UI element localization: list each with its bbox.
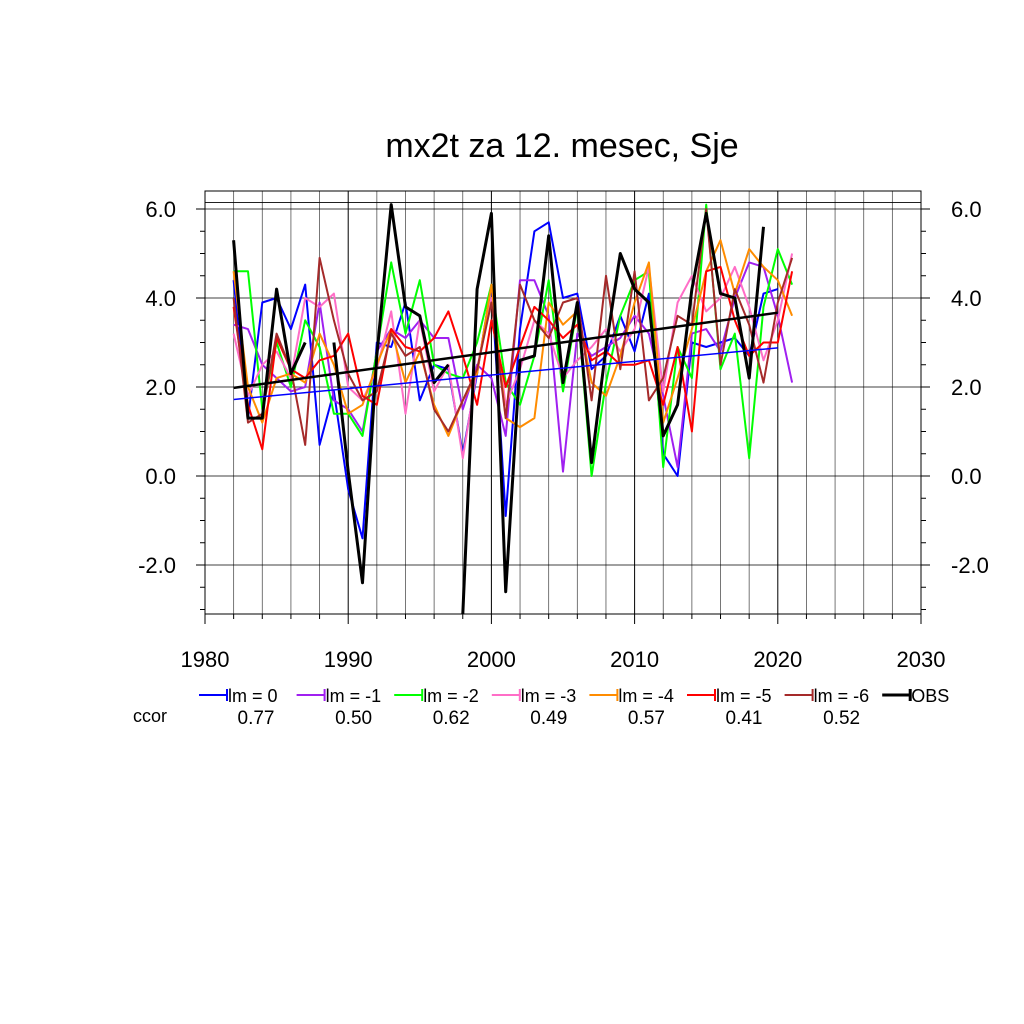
y-tick-label-left: -2.0 — [138, 553, 176, 578]
x-tick-label: 1990 — [324, 647, 373, 672]
legend-ccor-value: 0.49 — [530, 708, 567, 729]
x-tick-label: 2030 — [897, 647, 946, 672]
chart-title: mx2t za 12. mesec, Sje — [385, 127, 738, 165]
y-tick-label-right: 6.0 — [951, 197, 982, 222]
series-line-7 — [461, 211, 765, 615]
legend-label: lm = -3 — [521, 686, 577, 706]
series-line-4 — [232, 239, 794, 437]
series-line-5 — [232, 265, 794, 451]
ticks-layer — [196, 208, 930, 624]
trend-line — [233, 347, 778, 401]
x-tick-label: 1980 — [181, 647, 230, 672]
trend-layer — [233, 311, 778, 401]
plot-frame — [204, 190, 922, 615]
labels-layer: 1980 1990 2000 2010 2020 2030 -2.0 -2.0 0.0 0.0 2.… — [138, 197, 989, 672]
x-tick-label: 2010 — [610, 647, 659, 672]
trend-line — [233, 311, 778, 390]
y-tick-label-left: 6.0 — [145, 197, 176, 222]
legend-label: lm = -4 — [618, 686, 674, 706]
y-tick-label-right: 4.0 — [951, 286, 982, 311]
legend-ccor-value: 0.41 — [726, 708, 763, 729]
series-layer — [232, 203, 794, 615]
ccor-label: ccor — [133, 706, 167, 726]
legend-label: lm = 0 — [228, 686, 278, 706]
series-line-3 — [232, 253, 794, 460]
y-tick-label-right: -2.0 — [951, 553, 989, 578]
x-tick-label: 2000 — [467, 647, 516, 672]
legend-label: lm = -5 — [716, 686, 772, 706]
legend-ccor-value: 0.57 — [628, 708, 665, 729]
x-tick-label: 2020 — [753, 647, 802, 672]
legend-label: lm = -6 — [814, 686, 870, 706]
series-line-7 — [232, 240, 307, 420]
series-line-6 — [232, 208, 794, 446]
legend-label: OBS — [911, 686, 949, 706]
y-tick-label-left: 0.0 — [145, 464, 176, 489]
y-tick-label-left: 4.0 — [145, 286, 176, 311]
legend-ccor-value: 0.50 — [335, 708, 372, 729]
y-tick-label-right: 0.0 — [951, 464, 982, 489]
legend-label: lm = -2 — [423, 686, 479, 706]
legend-ccor-value: 0.52 — [823, 708, 860, 729]
legend-label: lm = -1 — [326, 686, 382, 706]
y-tick-label-right: 2.0 — [951, 375, 982, 400]
legend-ccor-value: 0.77 — [238, 708, 275, 729]
legend-ccor-value: 0.62 — [433, 708, 470, 729]
y-tick-label-left: 2.0 — [145, 375, 176, 400]
